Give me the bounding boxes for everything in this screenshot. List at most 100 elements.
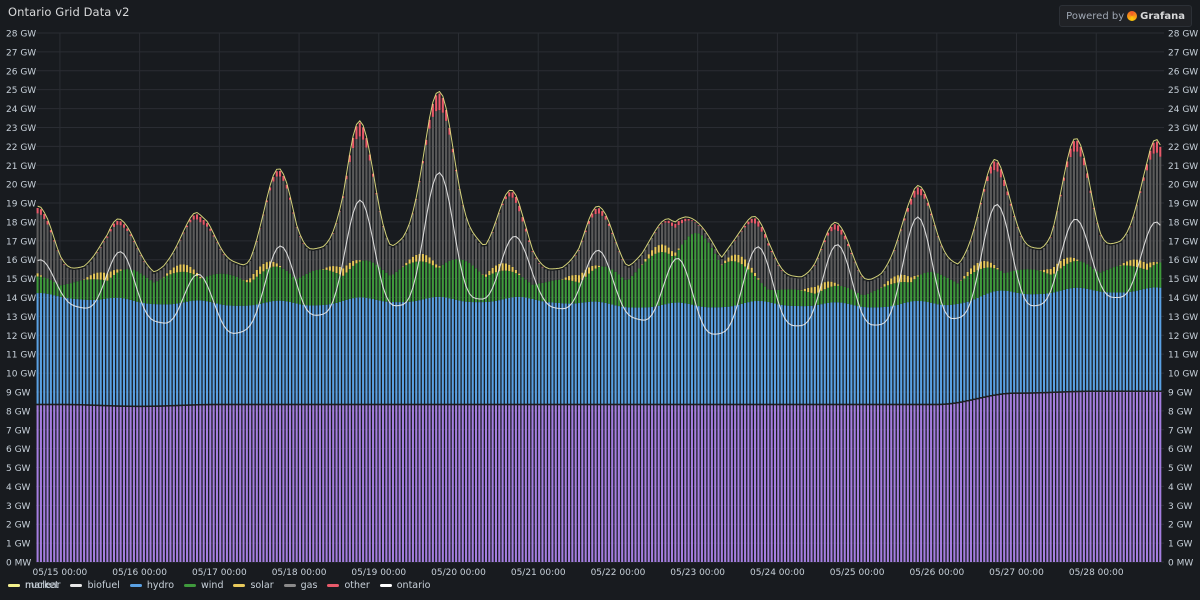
legend-item-ontario[interactable]: ontario bbox=[379, 580, 431, 591]
bar-gas bbox=[1129, 226, 1132, 261]
bar-wind bbox=[166, 275, 169, 305]
bar-nuclear bbox=[365, 405, 368, 562]
bar-hydro bbox=[933, 303, 936, 404]
bar-hydro bbox=[56, 296, 59, 404]
bar-solar bbox=[494, 265, 497, 273]
bar-biofuel bbox=[484, 403, 488, 406]
bar-wind bbox=[96, 279, 99, 300]
bar-other bbox=[780, 270, 783, 271]
legend-item-other[interactable]: other bbox=[327, 580, 370, 591]
bar-wind bbox=[1006, 272, 1009, 291]
bar-wind bbox=[670, 256, 674, 303]
bar-nuclear bbox=[900, 405, 903, 562]
bar-other bbox=[853, 261, 856, 263]
bar-hydro bbox=[611, 304, 614, 404]
legend-item-solar[interactable]: solar bbox=[233, 580, 274, 591]
bar-hydro bbox=[116, 297, 119, 406]
bar-nuclear bbox=[933, 405, 936, 562]
bar-other bbox=[212, 235, 215, 237]
bar-gas bbox=[1116, 244, 1119, 267]
y-tick-label-right: 2 GW bbox=[1168, 521, 1193, 531]
bar-wind bbox=[116, 272, 119, 298]
bar-hydro bbox=[355, 297, 358, 404]
bar-solar bbox=[661, 244, 664, 253]
bar-gas bbox=[431, 116, 434, 261]
bar-hydro bbox=[734, 305, 737, 404]
bar-gas bbox=[365, 147, 368, 261]
bar-solar bbox=[587, 267, 591, 274]
bar-gas bbox=[687, 220, 690, 237]
bar-other bbox=[362, 127, 365, 140]
bar-nuclear bbox=[949, 404, 953, 562]
bar-wind bbox=[202, 278, 205, 301]
bar-wind bbox=[342, 275, 345, 301]
bar-solar bbox=[186, 265, 189, 273]
y-tick-label-left: 18 GW bbox=[6, 218, 36, 228]
bar-wind bbox=[594, 268, 597, 302]
bar-gas bbox=[1019, 236, 1022, 270]
bar-gas bbox=[1149, 159, 1152, 263]
bar-wind bbox=[787, 289, 790, 306]
legend-item-hydro[interactable]: hydro bbox=[129, 580, 174, 591]
bar-wind bbox=[136, 271, 139, 302]
bar-biofuel bbox=[1062, 391, 1065, 393]
bar-biofuel bbox=[239, 403, 242, 406]
bar-biofuel bbox=[1142, 390, 1145, 392]
bar-biofuel bbox=[289, 403, 292, 406]
bar-biofuel bbox=[803, 403, 806, 406]
bar-solar bbox=[408, 259, 411, 264]
bar-biofuel bbox=[777, 403, 780, 406]
bar-gas bbox=[531, 251, 534, 285]
bar-nuclear bbox=[1062, 392, 1065, 562]
bar-solar bbox=[916, 275, 919, 277]
y-tick-label-left: 4 GW bbox=[6, 483, 31, 493]
legend-label: wind bbox=[201, 580, 224, 591]
bar-other bbox=[1099, 235, 1102, 236]
bar-gas bbox=[76, 269, 79, 282]
bar-wind bbox=[205, 276, 209, 302]
bar-wind bbox=[305, 273, 308, 306]
bar-hydro bbox=[405, 302, 408, 404]
bar-hydro bbox=[783, 305, 786, 404]
bar-nuclear bbox=[308, 405, 311, 562]
bar-biofuel bbox=[328, 403, 331, 406]
bar-wind bbox=[641, 264, 644, 308]
bar-nuclear bbox=[1036, 393, 1039, 562]
bar-nuclear bbox=[840, 405, 843, 562]
bar-gas bbox=[1112, 245, 1115, 268]
bar-wind bbox=[1076, 260, 1079, 288]
bar-biofuel bbox=[205, 403, 209, 406]
bar-biofuel bbox=[219, 403, 222, 406]
bar-nuclear bbox=[358, 405, 361, 562]
bar-other bbox=[541, 266, 544, 268]
bar-nuclear bbox=[1106, 391, 1109, 562]
legend-item-market[interactable]: market bbox=[8, 580, 59, 591]
bar-other bbox=[129, 234, 132, 236]
bar-other bbox=[680, 219, 684, 224]
bar-other bbox=[122, 224, 125, 228]
bar-gas bbox=[860, 276, 863, 295]
bar-nuclear bbox=[687, 405, 690, 562]
powered-by-badge[interactable]: Powered by Grafana bbox=[1059, 5, 1192, 27]
legend-item-wind[interactable]: wind bbox=[184, 580, 223, 591]
bar-biofuel bbox=[890, 403, 893, 406]
bar-biofuel bbox=[963, 400, 966, 403]
bar-nuclear bbox=[554, 405, 557, 562]
bar-wind bbox=[684, 239, 687, 304]
legend-item-biofuel[interactable]: biofuel bbox=[70, 580, 120, 591]
bar-wind bbox=[1062, 265, 1065, 290]
bar-gas bbox=[677, 225, 680, 249]
legend-swatch-ontario bbox=[379, 584, 392, 587]
bar-nuclear bbox=[219, 405, 222, 562]
bar-other bbox=[521, 217, 524, 222]
legend-item-gas[interactable]: gas bbox=[283, 580, 317, 591]
bar-hydro bbox=[1159, 287, 1162, 391]
bar-other bbox=[674, 223, 677, 228]
bar-wind bbox=[893, 283, 896, 306]
bar-gas bbox=[936, 236, 939, 274]
bar-biofuel bbox=[99, 404, 102, 407]
bar-gas bbox=[375, 194, 378, 265]
bar-gas bbox=[49, 232, 52, 281]
bar-nuclear bbox=[853, 405, 856, 562]
bar-wind bbox=[1023, 269, 1026, 294]
